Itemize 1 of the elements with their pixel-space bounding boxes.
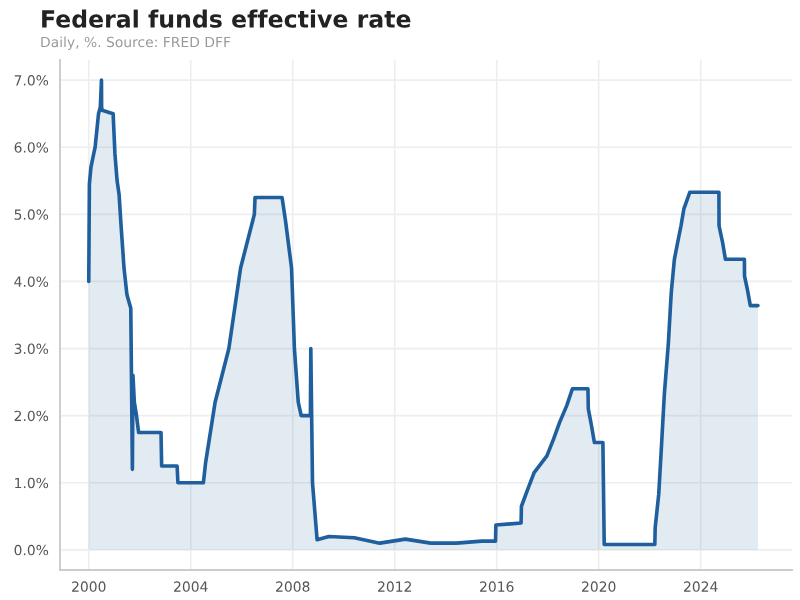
chart-title: Federal funds effective rate	[42, 9, 411, 28]
